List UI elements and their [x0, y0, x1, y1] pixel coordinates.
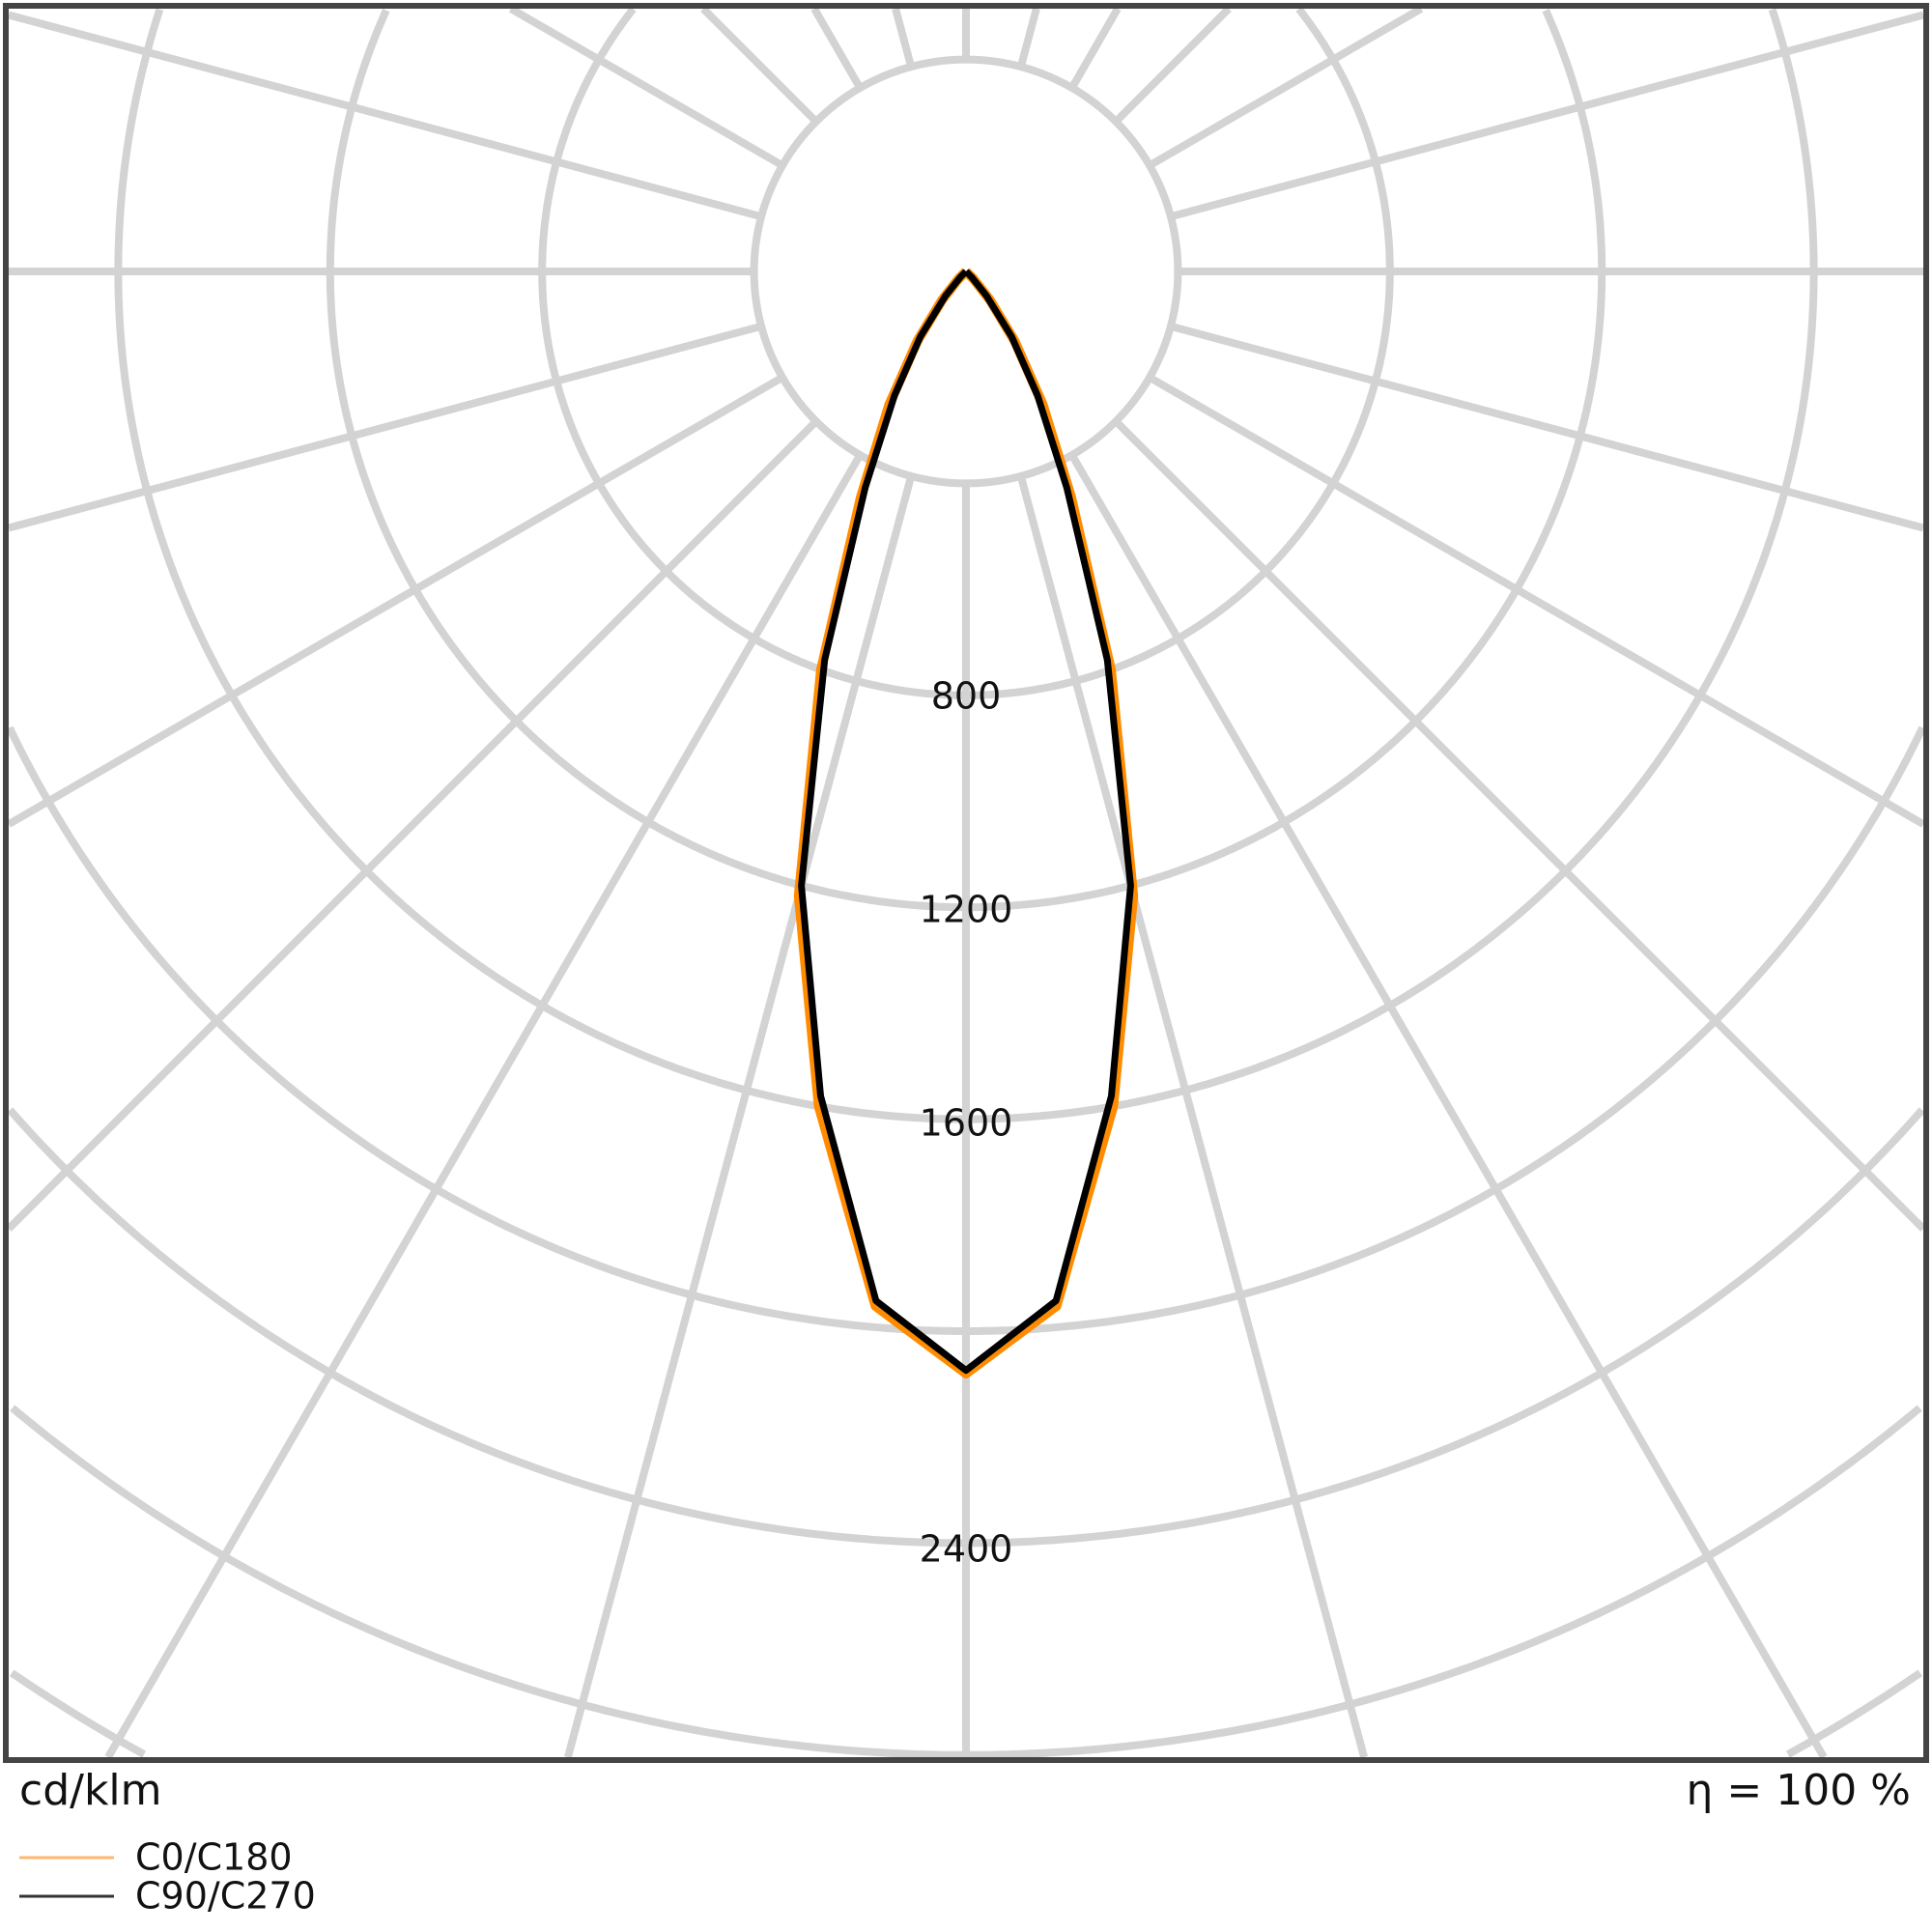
radial-gridline-15 [1016, 474, 1368, 1759]
radial-gridline-120 [1147, 5, 1424, 169]
polar-grid [6, 5, 1926, 1760]
efficiency-label: η = 100 % [1686, 1766, 1911, 1815]
ring-gridline-1600 [114, 8, 1818, 1123]
tick-label-1200: 1200 [920, 889, 1013, 931]
tick-label-800: 800 [931, 675, 1002, 718]
radial-gridline-75 [1169, 322, 1925, 532]
radial-gridline-240 [508, 5, 785, 169]
plot-frame [3, 3, 1929, 1763]
ring-gridline-800 [538, 6, 1394, 699]
radial-gridline-150 [1068, 7, 1122, 90]
radial-gridline-345 [564, 474, 916, 1759]
radial-gridline-315 [6, 418, 819, 1232]
radial-gridline-60 [1147, 374, 1926, 828]
radial-gridline-105 [1169, 11, 1925, 221]
ring-gridline-3200 [9, 1669, 1923, 1758]
radial-gridline-285 [7, 322, 763, 532]
radial-gridline-330 [104, 452, 864, 1760]
ring-gridline-2800 [10, 1405, 1922, 1759]
radial-gridline-135 [1113, 6, 1232, 125]
tick-label-2400: 2400 [920, 1528, 1013, 1571]
radial-gridline-225 [700, 6, 819, 125]
curve-c90-c270 [798, 269, 1134, 1375]
radial-gridline-195 [892, 7, 916, 69]
unit-label: cd/klm [19, 1766, 162, 1815]
ring-gridline-1200 [326, 9, 1606, 912]
ring-gridline-400 [750, 55, 1182, 488]
tick-label-1600: 1600 [920, 1102, 1013, 1145]
radial-gridline-300 [6, 374, 785, 828]
intensity-curves [793, 268, 1139, 1378]
radial-gridline-45 [1113, 418, 1926, 1232]
legend-label-c0-c180: C0/C180 [135, 1836, 293, 1879]
radial-gridline-255 [7, 11, 763, 221]
ring-gridline-2400 [7, 1107, 1925, 1548]
radial-gridline-165 [1016, 7, 1040, 69]
legend-label-c90-c270: C90/C270 [135, 1875, 316, 1918]
ring-gridline-2000 [6, 725, 1926, 1335]
radial-gridline-210 [810, 7, 864, 90]
radial-gridline-30 [1068, 452, 1828, 1760]
